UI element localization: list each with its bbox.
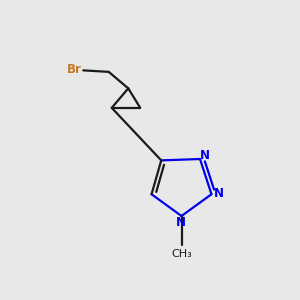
Text: N: N	[200, 149, 209, 162]
Text: N: N	[176, 216, 186, 229]
Text: Br: Br	[67, 63, 82, 76]
Text: CH₃: CH₃	[171, 249, 192, 259]
Text: N: N	[214, 187, 224, 200]
